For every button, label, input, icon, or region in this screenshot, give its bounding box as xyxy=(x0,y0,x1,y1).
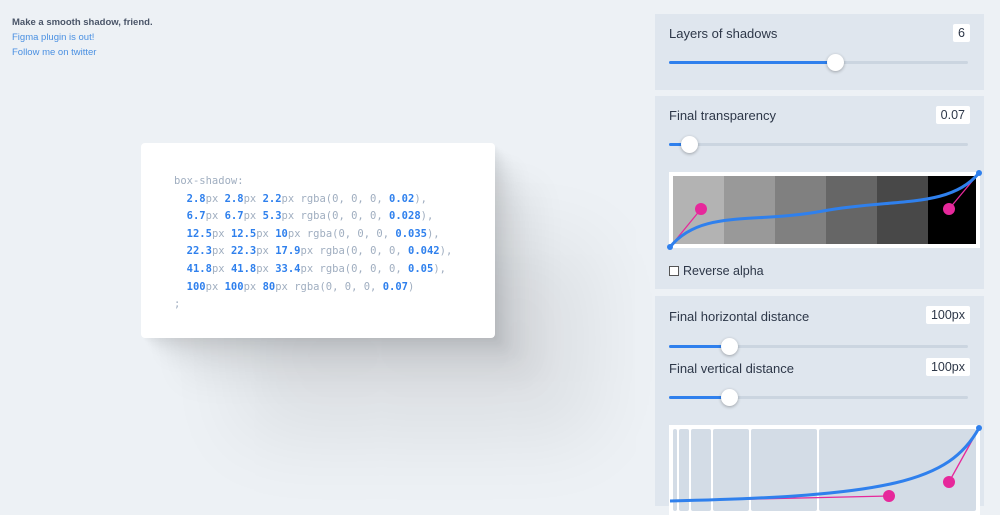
curve-point[interactable] xyxy=(976,170,982,176)
unit: px xyxy=(300,262,314,275)
code-output: box-shadow: 2.8px 2.8px 2.2px rgba(0, 0,… xyxy=(141,143,495,338)
shadow-layer-line: 2.8px 2.8px 2.2px rgba(0, 0, 0, 0.02), xyxy=(186,192,427,205)
shadow-layer-line: 6.7px 6.7px 5.3px rgba(0, 0, 0, 0.028), xyxy=(186,210,434,223)
vertical-label: Final vertical distance xyxy=(669,361,794,376)
horizontal-value[interactable]: 100px xyxy=(925,306,970,324)
shadow-alpha: 0.028 xyxy=(389,210,421,223)
tagline: Make a smooth shadow, friend. xyxy=(12,17,153,28)
intro: Make a smooth shadow, friend. Figma plug… xyxy=(12,15,153,60)
shadow-alpha: 0.05 xyxy=(408,262,434,275)
rgba-prefix: rgba(0, 0, 0, xyxy=(306,227,396,240)
vertical-value[interactable]: 100px xyxy=(925,358,970,376)
code-footer: ; xyxy=(174,298,181,311)
shadow-y: 2.8 xyxy=(224,192,244,205)
shadow-y: 100 xyxy=(224,280,244,293)
shadow-blur: 10 xyxy=(275,227,288,240)
horizontal-label: Final horizontal distance xyxy=(669,309,810,324)
curve-point[interactable] xyxy=(667,244,673,250)
unit: px xyxy=(256,262,269,275)
transparency-slider[interactable] xyxy=(669,136,968,153)
shadow-layer-line: 41.8px 41.8px 33.4px rgba(0, 0, 0, 0.05)… xyxy=(186,262,446,275)
unit: px xyxy=(243,210,257,223)
shadow-layer-line: 22.3px 22.3px 17.9px rgba(0, 0, 0, 0.042… xyxy=(186,245,453,258)
layers-panel: Layers of shadows 6 xyxy=(655,14,984,90)
distance-panel: Final horizontal distance 100px Final ve… xyxy=(655,296,984,515)
shadow-y: 6.7 xyxy=(224,210,244,223)
unit: px xyxy=(205,192,219,205)
curve-point[interactable] xyxy=(976,425,982,431)
curve-handle-start[interactable] xyxy=(883,490,895,502)
shadow-blur: 33.4 xyxy=(275,262,301,275)
rgba-prefix: rgba(0, 0, 0, xyxy=(300,192,390,205)
shadow-alpha: 0.02 xyxy=(389,192,415,205)
layers-label: Layers of shadows xyxy=(669,26,778,41)
unit: px xyxy=(211,227,225,240)
layers-slider[interactable] xyxy=(669,54,968,71)
shadow-blur: 17.9 xyxy=(275,245,301,258)
layers-value[interactable]: 6 xyxy=(953,24,970,42)
reverse-alpha-checkbox[interactable]: Reverse alpha xyxy=(669,264,764,278)
rgba-prefix: rgba(0, 0, 0, xyxy=(319,245,409,258)
reverse-alpha-label: Reverse alpha xyxy=(683,264,764,278)
figma-plugin-link[interactable]: Figma plugin is out! xyxy=(12,32,95,43)
vertical-slider[interactable] xyxy=(669,389,968,406)
shadow-blur: 5.3 xyxy=(262,210,282,223)
rgba-prefix: rgba(0, 0, 0, xyxy=(294,280,383,293)
shadow-alpha: 0.07 xyxy=(382,280,409,293)
unit: px xyxy=(281,210,295,223)
shadow-alpha: 0.035 xyxy=(395,227,427,240)
transparency-panel: Final transparency 0.07 Reverse alpha xyxy=(655,96,984,289)
unit: px xyxy=(256,227,269,240)
code-header: box-shadow: xyxy=(174,175,244,187)
unit: px xyxy=(287,227,301,240)
shadow-layer-line: 100px 100px 80px rgba(0, 0, 0, 0.07) xyxy=(186,280,415,293)
alpha-curve xyxy=(668,172,981,248)
unit: px xyxy=(281,192,295,205)
unit: px xyxy=(256,245,269,258)
shadow-y: 41.8 xyxy=(230,262,257,275)
slider-thumb[interactable] xyxy=(720,338,738,355)
slider-thumb[interactable] xyxy=(681,136,699,153)
rgba-prefix: rgba(0, 0, 0, xyxy=(319,262,409,275)
unit: px xyxy=(205,280,219,293)
shadow-x: 12.5 xyxy=(186,227,212,240)
unit: px xyxy=(243,192,257,205)
slider-thumb[interactable] xyxy=(720,389,738,406)
shadow-x: 41.8 xyxy=(186,262,212,275)
checkbox-box[interactable] xyxy=(669,266,679,276)
rgba-prefix: rgba(0, 0, 0, xyxy=(300,210,390,223)
unit: px xyxy=(300,245,314,258)
shadow-y: 12.5 xyxy=(230,227,257,240)
unit: px xyxy=(211,262,225,275)
transparency-value[interactable]: 0.07 xyxy=(935,106,970,124)
shadow-x: 22.3 xyxy=(186,245,212,258)
distance-curve-editor[interactable] xyxy=(669,425,982,515)
unit: px xyxy=(205,210,219,223)
unit: px xyxy=(211,245,225,258)
alpha-curve-editor[interactable] xyxy=(667,170,982,250)
shadow-blur: 2.2 xyxy=(262,192,282,205)
slider-thumb[interactable] xyxy=(827,54,845,71)
shadow-layer-line: 12.5px 12.5px 10px rgba(0, 0, 0, 0.035), xyxy=(186,227,440,240)
transparency-label: Final transparency xyxy=(669,108,776,123)
shadow-x: 100 xyxy=(186,280,206,293)
shadow-x: 6.7 xyxy=(186,210,206,223)
shadow-x: 2.8 xyxy=(186,192,206,205)
shadow-blur: 80 xyxy=(262,280,276,293)
shadow-alpha: 0.042 xyxy=(408,245,440,258)
unit: px xyxy=(275,280,288,293)
distance-curve xyxy=(669,427,981,503)
curve-handle-end[interactable] xyxy=(943,203,955,215)
curve-handle-end[interactable] xyxy=(943,476,955,488)
curve-handle-start[interactable] xyxy=(695,203,707,215)
horizontal-slider[interactable] xyxy=(669,338,968,355)
twitter-link[interactable]: Follow me on twitter xyxy=(12,47,97,58)
shadow-y: 22.3 xyxy=(230,245,257,258)
unit: px xyxy=(243,280,257,293)
